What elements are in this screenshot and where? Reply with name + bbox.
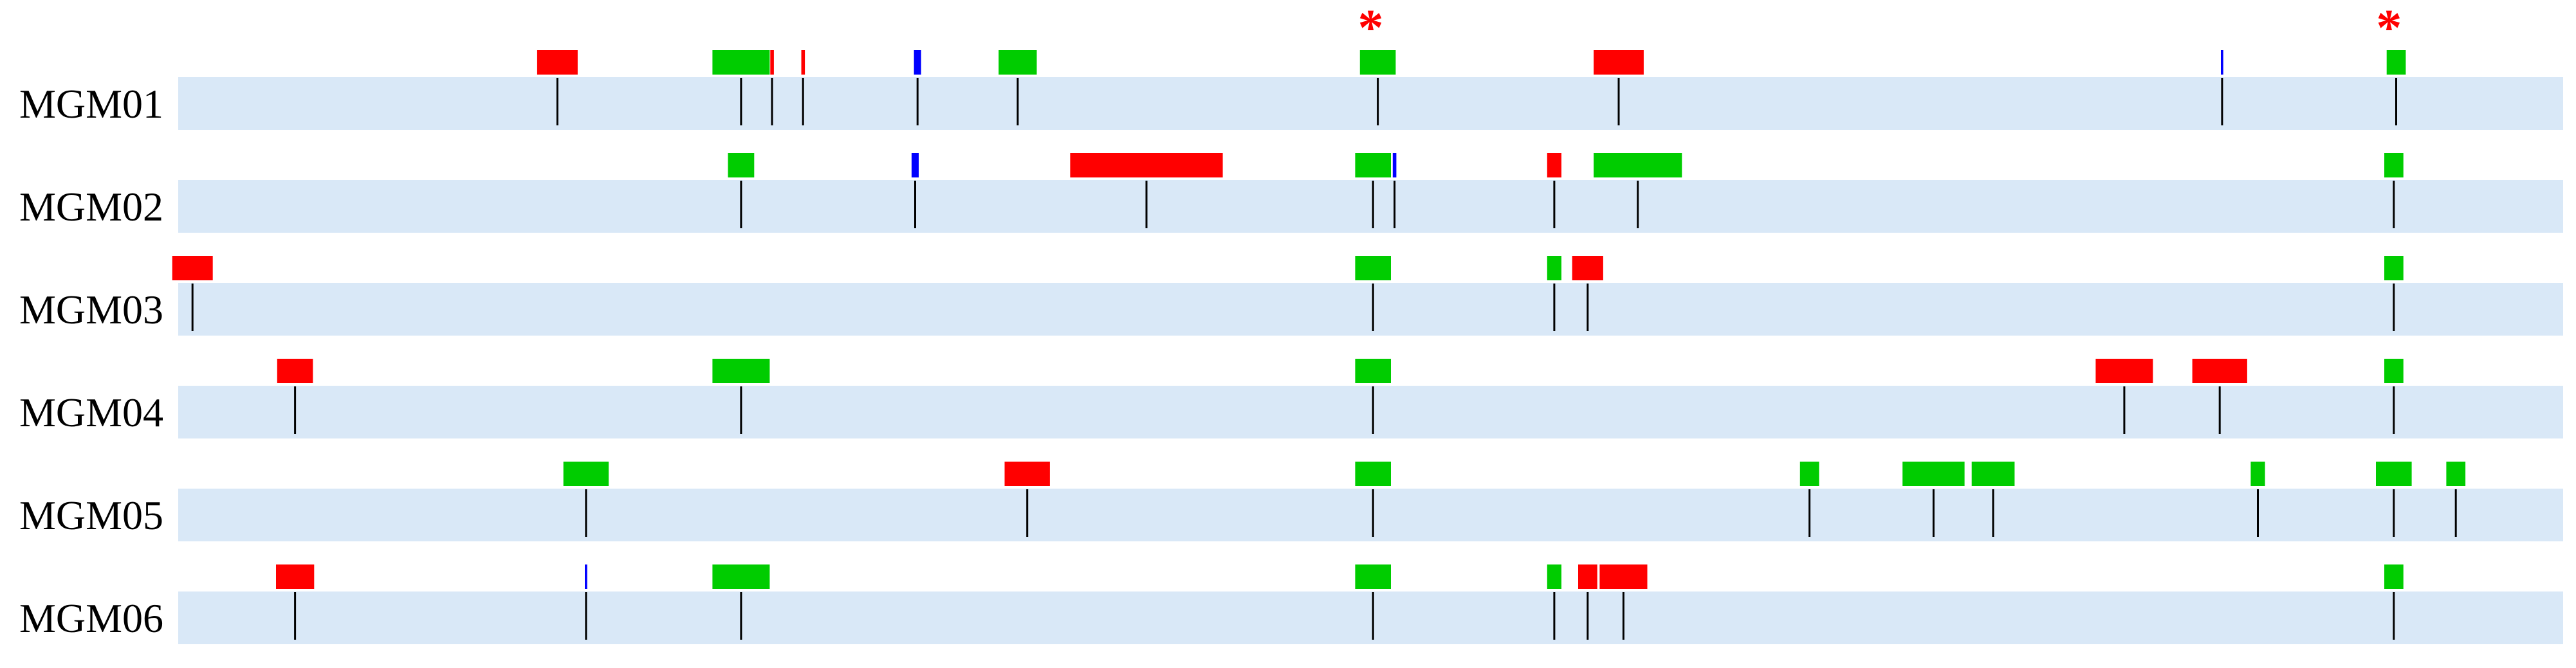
track-label: MGM02	[19, 184, 163, 230]
feature-red-box	[537, 50, 578, 75]
feature-green-box	[728, 153, 755, 177]
feature-green-box	[1547, 256, 1561, 280]
feature-red-box	[172, 256, 213, 280]
feature-green-box	[2376, 462, 2412, 486]
feature-green-box	[998, 50, 1037, 75]
feature-red-box	[277, 359, 313, 383]
feature-green-box	[1355, 359, 1391, 383]
track-row-mgm04: MGM04	[19, 359, 2563, 438]
asterisk-marker-1: *	[1358, 0, 1384, 57]
feature-green-box	[712, 50, 770, 75]
feature-green-box	[1902, 462, 1965, 486]
feature-red-box	[1070, 153, 1223, 177]
feature-green-box	[1355, 462, 1391, 486]
feature-green-box	[1359, 50, 1396, 75]
feature-red-box	[1578, 564, 1597, 589]
feature-blue-box	[585, 564, 587, 589]
track-bar	[178, 489, 2563, 541]
feature-green-box	[1547, 564, 1561, 589]
feature-green-box	[1355, 256, 1391, 280]
feature-green-box	[2250, 462, 2265, 486]
feature-blue-box	[1392, 153, 1397, 177]
feature-green-box	[712, 359, 770, 383]
track-label: MGM03	[19, 287, 163, 332]
track-label: MGM01	[19, 81, 163, 127]
feature-red-box	[1004, 462, 1050, 486]
feature-red-box	[2192, 359, 2247, 383]
feature-blue-box	[2221, 50, 2223, 75]
feature-green-box	[2446, 462, 2466, 486]
feature-green-box	[1355, 153, 1391, 177]
track-bar	[178, 591, 2563, 644]
feature-red-box	[1599, 564, 1648, 589]
feature-green-box	[1594, 153, 1682, 177]
feature-green-box	[2386, 50, 2406, 75]
track-row-mgm05: MGM05	[19, 462, 2563, 541]
feature-red-box	[1547, 153, 1561, 177]
feature-green-box	[1355, 564, 1391, 589]
feature-blue-box	[914, 50, 921, 75]
track-bar	[178, 180, 2563, 233]
feature-red-box	[1594, 50, 1644, 75]
feature-green-box	[2384, 359, 2404, 383]
track-row-mgm03: MGM03	[19, 256, 2563, 336]
feature-red-box	[2095, 359, 2153, 383]
feature-green-box	[563, 462, 609, 486]
feature-green-box	[2384, 256, 2404, 280]
feature-red-box	[801, 50, 805, 75]
feature-green-box	[712, 564, 770, 589]
feature-green-box	[1971, 462, 2015, 486]
feature-green-box	[2384, 153, 2404, 177]
asterisk-marker-2: *	[2376, 0, 2402, 57]
feature-green-box	[2384, 564, 2404, 589]
track-row-mgm06: MGM06	[19, 564, 2563, 644]
track-bar	[178, 283, 2563, 336]
feature-blue-box	[911, 153, 919, 177]
feature-red-box	[276, 564, 315, 589]
track-label: MGM04	[19, 390, 163, 435]
track-row-mgm02: MGM02	[19, 153, 2563, 233]
feature-red-box	[1572, 256, 1603, 280]
track-row-mgm01: MGM01	[19, 50, 2563, 130]
track-bar	[178, 77, 2563, 130]
track-label: MGM06	[19, 595, 163, 641]
feature-red-box	[770, 50, 774, 75]
track-label: MGM05	[19, 492, 163, 538]
track-bar	[178, 386, 2563, 438]
feature-green-box	[1799, 462, 1819, 486]
